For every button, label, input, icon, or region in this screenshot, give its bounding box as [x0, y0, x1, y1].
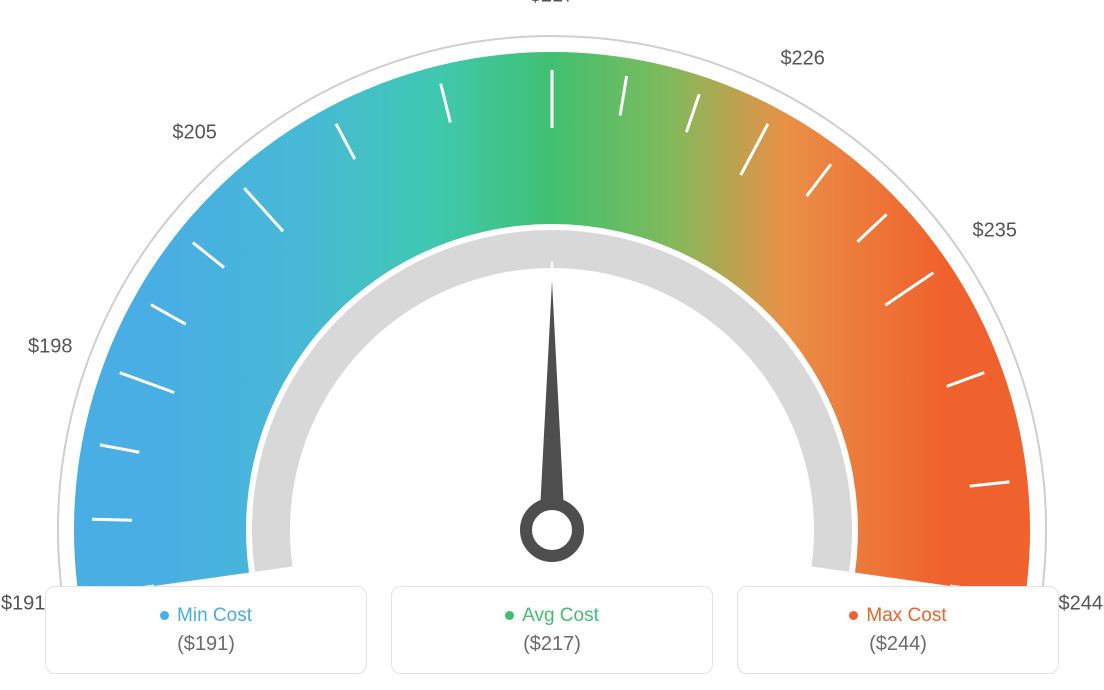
legend-dot-max: [849, 611, 858, 620]
gauge-tick-label: $191: [1, 593, 46, 616]
legend-card-max: Max Cost ($244): [737, 586, 1059, 674]
legend-dot-min: [160, 611, 169, 620]
gauge-chart: Min Cost ($191) Avg Cost ($217) Max Cost…: [0, 0, 1104, 690]
gauge-tick: [92, 519, 132, 520]
legend-card-min: Min Cost ($191): [45, 586, 367, 674]
gauge-tick-label: $217: [530, 0, 575, 8]
legend-value-min: ($191): [177, 633, 235, 656]
gauge-needle-hub: [526, 504, 578, 556]
legend-title-avg: Avg Cost: [522, 605, 599, 627]
legend-card-avg: Avg Cost ($217): [391, 586, 713, 674]
legend-value-max: ($244): [869, 633, 927, 656]
legend-title-max: Max Cost: [866, 605, 946, 627]
gauge-tick-label: $205: [172, 122, 217, 145]
legend-row: Min Cost ($191) Avg Cost ($217) Max Cost…: [0, 586, 1104, 672]
gauge-tick-label: $244: [1059, 593, 1104, 616]
gauge-tick-label: $235: [972, 220, 1017, 243]
legend-title-min: Min Cost: [177, 605, 252, 627]
legend-value-avg: ($217): [523, 633, 581, 656]
gauge-tick-label: $198: [28, 336, 73, 359]
gauge-tick-label: $226: [780, 47, 825, 70]
gauge-needle: [538, 262, 566, 530]
legend-dot-avg: [505, 611, 514, 620]
